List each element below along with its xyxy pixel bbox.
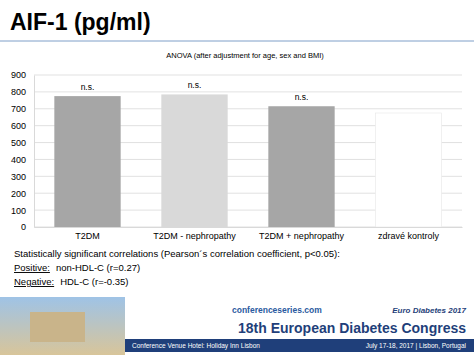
- note-label: Negative:: [14, 276, 54, 287]
- title-rule: [0, 41, 474, 42]
- tick-label: 100: [11, 205, 26, 215]
- title: AIF-1 (pg/ml): [10, 9, 151, 35]
- note: Negative: HDL-C (r=-0.35): [14, 276, 129, 287]
- tick: T2DM + nephropathy: [259, 227, 344, 241]
- tick: 900: [11, 70, 34, 80]
- x-axis: T2DM T2DM - nephropathy T2DM + nephropathy…: [35, 227, 463, 241]
- grid-line: [34, 91, 462, 92]
- annotation: n.s.: [295, 92, 309, 102]
- annotation: n.s.: [81, 82, 95, 92]
- annotation: n.s.: [188, 80, 202, 90]
- tick: 400: [11, 155, 34, 165]
- tick-label: 500: [11, 138, 26, 148]
- note-label: Positive:: [14, 262, 50, 273]
- tick: 500: [11, 138, 34, 148]
- tick: 600: [11, 121, 34, 131]
- bars: [54, 94, 441, 227]
- grid: [34, 75, 462, 227]
- tick: T2DM - nephropathy: [153, 227, 236, 241]
- footer-image: [0, 297, 125, 355]
- tick-label: 300: [11, 172, 26, 182]
- footer-event: Euro Diabetes 2017: [392, 306, 466, 315]
- tick-label: zdravé kontroly: [378, 231, 440, 241]
- tick: 300: [11, 172, 34, 182]
- bar: [268, 106, 334, 227]
- tick-label: T2DM: [75, 231, 100, 241]
- tick: 200: [11, 189, 34, 199]
- tick-label: 600: [11, 121, 26, 131]
- axis-line: [35, 227, 463, 228]
- bar: [161, 94, 227, 227]
- tick: 0: [21, 222, 34, 232]
- y-axis: 0 100 200 300 400 500 600 700 800 900: [11, 70, 35, 232]
- tick-label: T2DM + nephropathy: [259, 231, 344, 241]
- note-text: non-HDL-C (r=0.27): [56, 262, 140, 273]
- tick: 100: [11, 205, 34, 215]
- bar: [375, 113, 441, 227]
- note: Statistically significant correlations (…: [14, 248, 340, 259]
- tick: T2DM: [75, 227, 100, 241]
- notes: Statistically significant correlations (…: [14, 248, 340, 287]
- tick-label: 0: [21, 222, 26, 232]
- tick-label: 400: [11, 155, 26, 165]
- footer-congress: 18th European Diabetes Congress: [238, 320, 466, 336]
- footer: conferenceseries.com Euro Diabetes 2017 18…: [0, 297, 474, 355]
- tick: zdravé kontroly: [378, 227, 440, 241]
- footer-site: conferenceseries.com: [232, 305, 322, 315]
- note-text: HDL-C (r=-0.35): [60, 276, 128, 287]
- footer-venue: Conference Venue Hotel: Holiday Inn Lisb…: [132, 342, 260, 350]
- note: Positive: non-HDL-C (r=0.27): [14, 262, 140, 273]
- footer-strip: [125, 339, 474, 352]
- grid-line: [34, 75, 462, 76]
- subtitle: ANOVA (after adjustment for age, sex and…: [166, 51, 324, 60]
- axis-line: [34, 76, 35, 228]
- footer-image-building: [30, 312, 85, 342]
- tick-label: 900: [11, 70, 26, 80]
- bar-annotations: n.s. n.s. n.s.: [81, 80, 309, 102]
- tick-label: 800: [11, 87, 26, 97]
- plot: n.s. n.s. n.s. 0 100 200 300 400 500 600 700 800 900…: [11, 70, 463, 241]
- bar: [54, 96, 120, 227]
- tick-label: 200: [11, 189, 26, 199]
- footer-dates: July 17-18, 2017 | Lisbon, Portugal: [366, 342, 467, 350]
- footer-background: [0, 297, 474, 355]
- tick: 800: [11, 87, 34, 97]
- tick-label: 700: [11, 104, 26, 114]
- tick: 700: [11, 104, 34, 114]
- tick-label: T2DM - nephropathy: [153, 231, 236, 241]
- slide: AIF-1 (pg/ml) ANOVA (after adjustment for…: [0, 0, 474, 355]
